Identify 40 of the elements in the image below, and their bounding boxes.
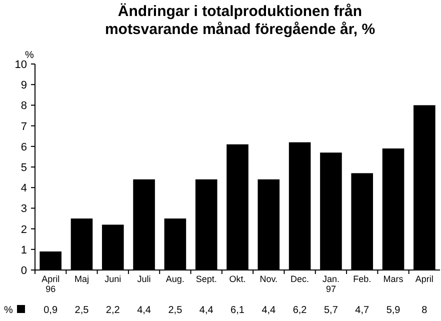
x-tick-label: April 96 [42,274,60,294]
data-label: 5,7 [324,305,338,316]
data-label: 4,4 [262,305,276,316]
x-tick-label: Mars [383,274,404,284]
legend-label: % [4,305,13,316]
data-label: 4,7 [355,305,370,316]
data-label: 0,9 [44,305,58,316]
data-label: 8 [422,305,428,316]
y-axis-title: % [25,50,34,61]
y-tick-label: 6 [20,141,27,154]
y-tick-label: 5 [20,162,27,174]
data-label: 2,5 [168,305,183,316]
y-tick-label: 10 [14,59,27,71]
x-tick-label: Juli [137,274,151,284]
y-tick-label: 2 [20,224,27,236]
x-tick-label: Feb. [353,274,372,284]
data-label: 5,9 [386,305,401,316]
data-label: 6,2 [292,305,308,316]
data-label: 4,4 [137,305,152,316]
y-tick-label: 9 [20,80,27,92]
x-tick-label: Sept. [196,274,217,284]
data-label: 2,2 [106,305,120,316]
y-tick-label: 0 [20,265,27,277]
x-tick-label: Dec. [290,274,310,284]
data-label: 6,1 [230,305,245,316]
data-label: 4,4 [199,305,214,316]
x-tick-label: Aug. [166,274,184,284]
x-tick-label: Nov. [260,274,278,284]
x-tick-label: Jan. 97 [322,274,340,294]
data-label: 2,5 [74,305,90,316]
y-tick-label: 7 [20,120,27,133]
x-tick-label: Juni [104,274,122,284]
x-tick-label: Okt. [229,274,246,284]
chart-title: Ändringar i totalproduktionen från motsvarande månad föregående år, % [104,3,376,38]
y-tick-label: 4 [20,182,27,195]
y-tick-label: 8 [20,100,27,112]
y-tick-label: 3 [20,203,27,216]
x-tick-label: April [415,274,434,284]
x-tick-label: Maj [74,274,89,284]
y-tick-label: 1 [20,244,27,256]
